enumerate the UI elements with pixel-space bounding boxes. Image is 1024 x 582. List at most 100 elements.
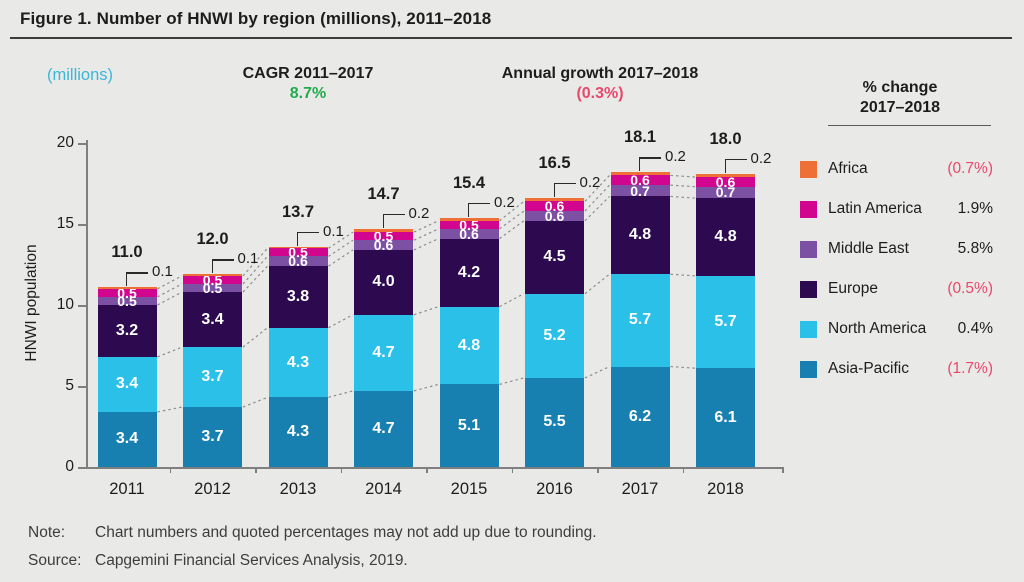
callout-vline: [468, 202, 470, 217]
callout-hline: [126, 272, 148, 274]
bar-value-label: 4.0: [372, 273, 395, 291]
bar-segment-middle-east: [354, 240, 413, 250]
bar-segment-asia-pacific: [696, 368, 755, 467]
bar-segment-africa: [183, 274, 242, 276]
bar-segment-middle-east: [525, 211, 584, 221]
bar-segment-africa: [268, 246, 328, 249]
bar-value-label: 5.7: [714, 313, 737, 330]
callout-hline: [639, 157, 661, 159]
bar-segment-latin-america: [525, 201, 584, 212]
africa-value-label: 0.2: [579, 174, 601, 192]
x-axis-tick: [169, 467, 172, 473]
bar-total-label: 12.0: [196, 230, 229, 249]
bar-value-label: 0.5: [373, 228, 394, 245]
bar-segment-latin-america: [97, 288, 157, 297]
cagr-label: CAGR 2011–2017: [242, 65, 374, 82]
bar-value-label: 4.3: [286, 423, 310, 441]
bar-segment-north-america: [97, 356, 157, 412]
bar-segment-asia-pacific: [97, 411, 157, 467]
africa-value-label: 0.1: [323, 222, 344, 240]
x-axis-label: 2013: [279, 480, 317, 498]
bar-value-label: 3.4: [201, 310, 224, 328]
bar-value-label: 6.2: [628, 407, 652, 425]
connector-line: [670, 174, 696, 178]
bar-segment-north-america: [610, 274, 670, 367]
callout-vline: [553, 183, 555, 198]
bar-segment-middle-east: [696, 186, 755, 199]
connector-line: [413, 306, 439, 316]
title-rule: [10, 37, 1012, 39]
bar-segment-asia-pacific: [525, 377, 584, 467]
callout-vline: [382, 213, 384, 228]
callout-vline: [211, 259, 213, 274]
legend-item-value: 0.4%: [957, 320, 993, 337]
annual-growth-block: Annual growth 2017–2018 (0.3%): [470, 64, 730, 104]
bar-segment-asia-pacific: [439, 384, 499, 467]
bar-value-label: 0.6: [715, 173, 736, 190]
y-axis: [86, 140, 88, 468]
bar-segment-middle-east: [183, 283, 242, 293]
x-axis-label: 2017: [621, 480, 659, 498]
bar-value-label: 0.6: [288, 253, 308, 270]
units-label: (millions): [47, 66, 113, 84]
connector-line: [670, 195, 696, 199]
bar-segment-asia-pacific: [268, 397, 328, 467]
annual-growth-value: (0.3%): [576, 85, 624, 102]
latin-america-swatch-icon: [800, 200, 817, 218]
legend-title-rule: [828, 125, 991, 126]
bar-value-label: 0.6: [459, 225, 479, 242]
africa-swatch-icon: [800, 160, 817, 178]
source-text: Capgemini Financial Services Analysis, 2…: [95, 552, 408, 569]
bar-value-label: 5.2: [543, 326, 566, 344]
connector-line: [242, 256, 268, 285]
bar-value-label: 3.7: [201, 368, 224, 386]
legend: % change 2017–2018 Africa (0.7%) Latin A…: [795, 78, 1005, 389]
bar-segment-middle-east: [610, 185, 670, 197]
legend-item-middle-east: Middle East 5.8%: [795, 229, 1005, 269]
x-axis-tick: [597, 467, 599, 473]
y-tick-label: 10: [56, 296, 74, 313]
note-label: Note:: [28, 524, 66, 541]
x-axis-tick: [511, 467, 514, 473]
bar-value-label: 0.5: [288, 244, 308, 261]
connector-line: [157, 291, 183, 306]
connector-line: [242, 247, 268, 277]
africa-value-label: 0.2: [408, 204, 430, 222]
y-tick-label: 5: [65, 377, 74, 394]
bar-segment-north-america: [439, 306, 499, 385]
legend-item-value: (1.7%): [947, 360, 993, 377]
legend-item-europe: Europe (0.5%): [795, 269, 1005, 309]
connector-line: [328, 390, 354, 398]
bar-segment-europe: [268, 266, 328, 328]
africa-value-label: 0.1: [152, 263, 173, 281]
bar-segment-latin-america: [183, 275, 242, 284]
bar-value-label: 0.6: [373, 237, 394, 254]
asia-pacific-swatch-icon: [800, 360, 817, 378]
connector-line: [670, 365, 696, 369]
bar-value-label: 3.2: [115, 321, 139, 339]
connector-line: [499, 293, 525, 308]
bar-segment-north-america: [696, 275, 755, 369]
bar-segment-middle-east: [439, 228, 499, 239]
bar-value-label: 0.5: [202, 271, 223, 288]
bar-segment-latin-america: [610, 175, 670, 186]
bar-segment-latin-america: [439, 220, 499, 229]
bar-segment-middle-east: [97, 296, 157, 305]
bar-segment-europe: [439, 238, 499, 307]
y-axis-tick: [78, 305, 86, 307]
connector-line: [328, 314, 354, 329]
connector-line: [328, 249, 354, 267]
cagr-block: CAGR 2011–2017 8.7%: [208, 64, 408, 104]
bar-value-label: 4.7: [372, 343, 395, 361]
europe-swatch-icon: [800, 280, 817, 298]
legend-item-value: (0.5%): [947, 280, 993, 297]
connector-line: [157, 275, 183, 290]
callout-vline: [297, 231, 299, 246]
legend-item-latin-america: Latin America 1.9%: [795, 189, 1005, 229]
bar-value-label: 4.8: [628, 226, 652, 244]
bar-total-label: 16.5: [538, 154, 571, 173]
callout-vline: [126, 272, 128, 287]
connector-line: [413, 228, 439, 241]
